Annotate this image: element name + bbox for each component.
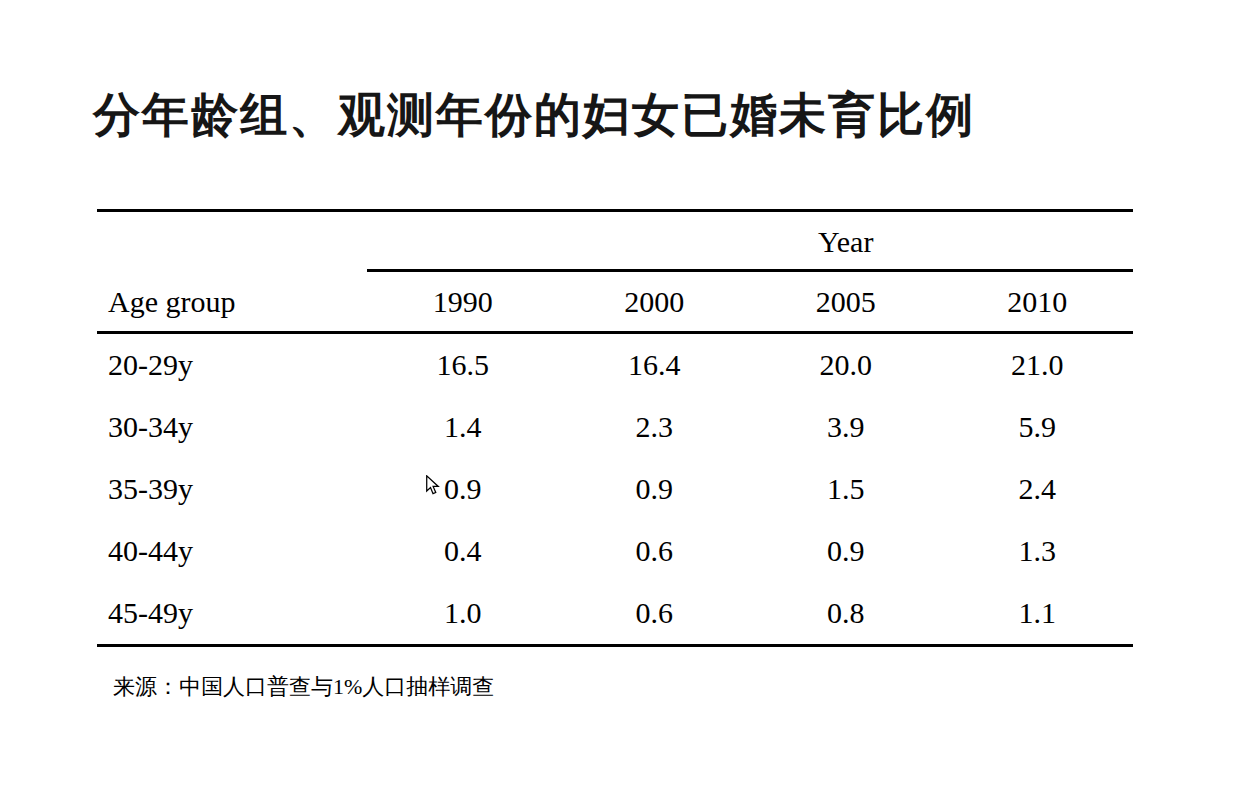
value-cell: 1.5 — [750, 474, 942, 504]
slide-title: 分年龄组、观测年份的妇女已婚未育比例 — [93, 84, 975, 147]
table-row: 40-44y 0.4 0.6 0.9 1.3 — [97, 520, 1133, 582]
row-label: 30-34y — [97, 412, 367, 442]
table-row: 20-29y 16.5 16.4 20.0 21.0 — [97, 334, 1133, 396]
source-note: 来源：中国人口普查与1%人口抽样调查 — [113, 672, 494, 702]
value-cell: 1.4 — [367, 412, 559, 442]
value-cell: 16.4 — [559, 350, 751, 380]
value-cell: 16.5 — [367, 350, 559, 380]
value-cell: 1.3 — [942, 536, 1134, 566]
row-label: 35-39y — [97, 474, 367, 504]
value-cell: 1.0 — [367, 598, 559, 628]
value-cell: 5.9 — [942, 412, 1134, 442]
value-cell: 0.4 — [367, 536, 559, 566]
column-header-age-group: Age group — [97, 287, 367, 317]
value-cell: 2.4 — [942, 474, 1134, 504]
column-header-2000: 2000 — [559, 287, 751, 317]
value-cell: 0.9 — [367, 474, 559, 504]
column-header-1990: 1990 — [367, 287, 559, 317]
table-header-row: Age group 1990 2000 2005 2010 — [97, 272, 1133, 334]
value-cell: 0.8 — [750, 598, 942, 628]
value-cell: 20.0 — [750, 350, 942, 380]
value-cell: 1.1 — [942, 598, 1134, 628]
column-header-2010: 2010 — [942, 287, 1134, 317]
column-header-2005: 2005 — [750, 287, 942, 317]
value-cell: 3.9 — [750, 412, 942, 442]
value-cell: 2.3 — [559, 412, 751, 442]
value-cell: 0.6 — [559, 536, 751, 566]
row-label: 20-29y — [97, 350, 367, 380]
table-row: 45-49y 1.0 0.6 0.8 1.1 — [97, 582, 1133, 644]
table-row: 30-34y 1.4 2.3 3.9 5.9 — [97, 396, 1133, 458]
table-year-spanner-row: Year — [97, 212, 1133, 272]
value-cell: 0.9 — [750, 536, 942, 566]
value-cell: 21.0 — [942, 350, 1134, 380]
row-label: 40-44y — [97, 536, 367, 566]
table-row: 35-39y 0.9 0.9 1.5 2.4 — [97, 458, 1133, 520]
value-cell: 0.6 — [559, 598, 751, 628]
data-table: Year Age group 1990 2000 2005 2010 20-29… — [97, 209, 1133, 647]
value-cell: 0.9 — [559, 474, 751, 504]
year-spanner-label: Year — [750, 227, 942, 257]
slide-canvas: 分年龄组、观测年份的妇女已婚未育比例 Year Age group 1990 2… — [0, 0, 1247, 811]
row-label: 45-49y — [97, 598, 367, 628]
year-spanner-rule — [367, 269, 1133, 272]
